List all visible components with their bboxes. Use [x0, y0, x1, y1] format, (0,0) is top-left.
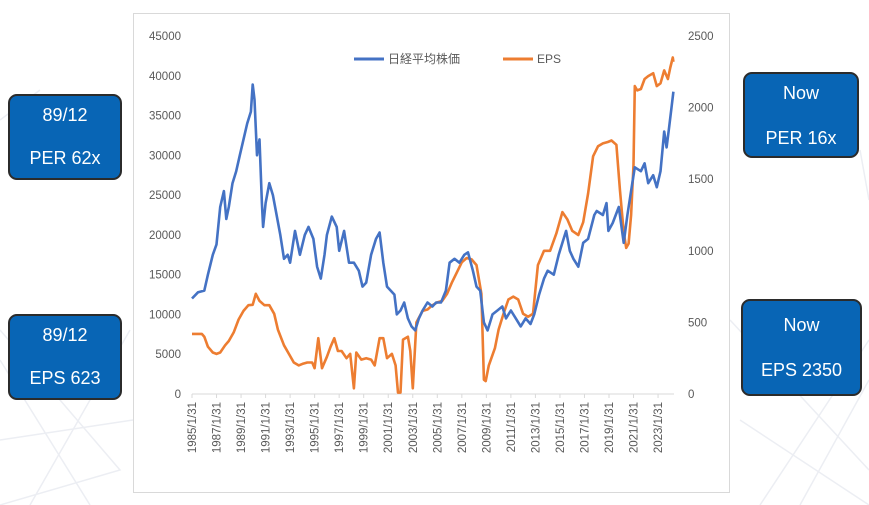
y-left-tick-label: 25000: [149, 190, 181, 202]
x-tick-label: 2009/1/31: [481, 402, 493, 453]
y-right-tick-label: 0: [688, 389, 694, 401]
x-tick-label: 2023/1/31: [653, 402, 665, 453]
callout-peak-eps-date: 89/12: [42, 325, 88, 345]
callout-peak-per-value: PER 62x: [29, 148, 101, 168]
y-left-tick-label: 45000: [149, 31, 181, 43]
x-tick-label: 2007/1/31: [457, 402, 469, 453]
x-axis-ticks: 1985/1/31 1987/1/31 1989/1/31 1991/1/31 1993…: [187, 394, 665, 453]
series-line-nikkei: [191, 83, 675, 332]
y-right-tick-label: 500: [688, 317, 707, 329]
x-tick-label: 2015/1/31: [555, 402, 567, 453]
y-right-axis-ticks: 0 500 1000 1500 2000 2500: [688, 31, 714, 401]
legend-label-eps: EPS: [537, 52, 561, 66]
x-tick-label: 1987/1/31: [212, 402, 224, 453]
y-right-tick-label: 2000: [688, 103, 714, 115]
y-left-tick-label: 35000: [149, 111, 181, 123]
y-right-tick-label: 2500: [688, 31, 714, 43]
y-left-tick-label: 0: [175, 389, 181, 401]
x-tick-label: 2001/1/31: [383, 402, 395, 453]
nikkei-eps-chart: 0500010000150002000025000300003500040000…: [149, 31, 714, 453]
x-tick-label: 1995/1/31: [310, 402, 322, 453]
x-tick-label: 1999/1/31: [359, 402, 371, 453]
callout-peak-per: 89/12 PER 62x: [8, 94, 122, 180]
legend: 日経平均株価 EPS: [354, 51, 561, 66]
y-right-tick-label: 1000: [688, 246, 714, 258]
callout-now-eps: Now EPS 2350: [741, 299, 862, 396]
y-left-axis-ticks: 0 5000 10000 15000 20000 25000 30000 35000 40000…: [149, 31, 181, 401]
callout-peak-eps-value: EPS 623: [29, 368, 101, 388]
callout-now-eps-value: EPS 2350: [760, 360, 843, 380]
x-tick-label: 1993/1/31: [285, 402, 297, 453]
x-tick-label: 2021/1/31: [629, 402, 641, 453]
chart-panel: [133, 13, 730, 493]
y-left-tick-label: 10000: [149, 309, 181, 321]
y-right-tick-label: 1500: [688, 174, 714, 186]
y-left-tick-label: 5000: [155, 349, 181, 361]
callout-peak-per-date: 89/12: [42, 105, 88, 125]
x-tick-label: 2013/1/31: [530, 402, 542, 453]
x-tick-label: 2003/1/31: [408, 402, 420, 453]
x-tick-label: 1985/1/31: [187, 402, 199, 453]
callout-now-per-value: PER 16x: [765, 128, 837, 148]
legend-label-nikkei: 日経平均株価: [388, 51, 460, 66]
x-tick-label: 1997/1/31: [334, 402, 346, 453]
y-left-tick-label: 20000: [149, 230, 181, 242]
y-left-tick-label: 30000: [149, 150, 181, 162]
y-left-tick-label: 40000: [149, 71, 181, 83]
callout-now-per-date: Now: [782, 83, 819, 103]
x-tick-label: 1989/1/31: [236, 402, 248, 453]
series-layer: [191, 56, 675, 394]
x-tick-label: 2017/1/31: [579, 402, 591, 453]
callout-peak-eps: 89/12 EPS 623: [8, 314, 122, 400]
y-left-tick-label: 15000: [149, 270, 181, 282]
callout-now-eps-date: Now: [783, 315, 820, 335]
callout-now-per: Now PER 16x: [743, 72, 859, 158]
x-tick-label: 2019/1/31: [604, 402, 616, 453]
x-tick-label: 2011/1/31: [506, 402, 518, 452]
x-tick-label: 1991/1/31: [261, 402, 273, 453]
x-tick-label: 2005/1/31: [432, 402, 444, 453]
series-line-eps: [192, 56, 675, 394]
